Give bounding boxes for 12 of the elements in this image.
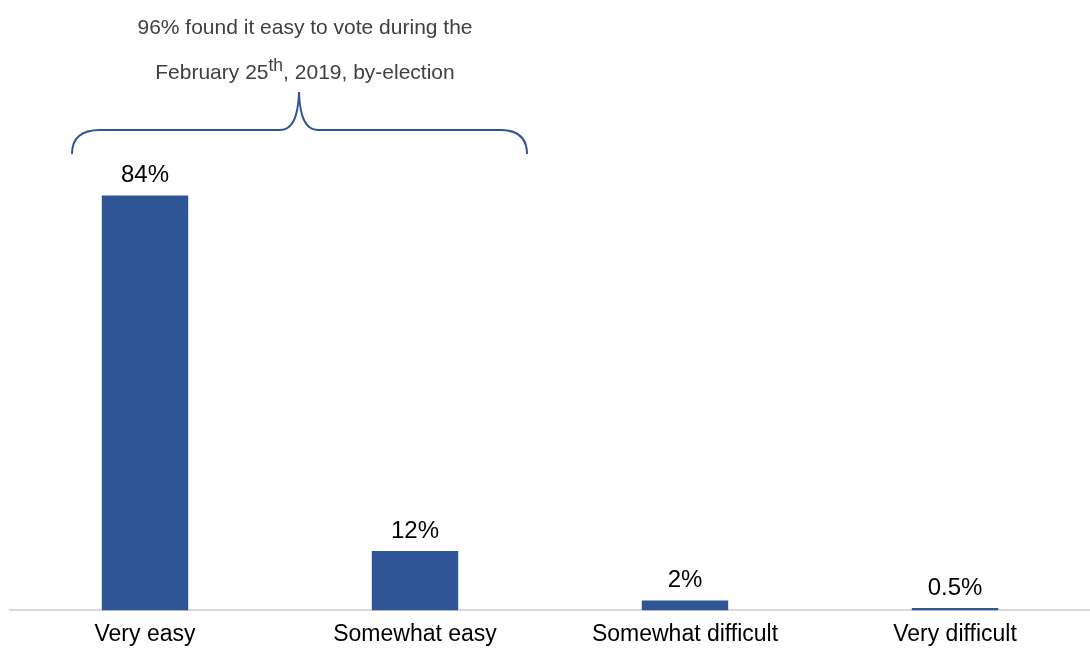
data-label: 2% (667, 565, 703, 593)
x-tick-label: Very easy (94, 619, 196, 646)
x-tick-label: Somewhat difficult (591, 619, 779, 646)
data-label: 0.5% (927, 572, 983, 600)
x-tick-label: Very difficult (893, 619, 1018, 646)
bar (371, 551, 459, 611)
bar (641, 600, 729, 611)
bar (101, 195, 189, 611)
data-label: 84% (120, 160, 170, 188)
data-label: 12% (390, 515, 440, 543)
text: 96% found it easy to vote during the February 25$^{th}$, 2019, by-election (136, 14, 474, 85)
x-tick-label: Somewhat easy (333, 619, 498, 646)
